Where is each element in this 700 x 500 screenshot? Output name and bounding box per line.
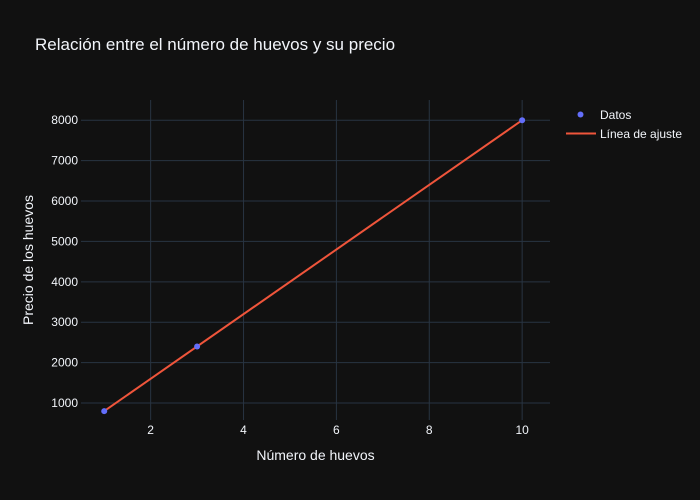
x-axis-title: Número de huevos [256, 447, 374, 463]
y-gridlines [81, 119, 550, 404]
x-tick-label: 8 [426, 423, 433, 437]
y-axis-title: Precio de los huevos [20, 195, 36, 325]
y-tick-label: 8000 [51, 113, 78, 127]
x-tick-label: 2 [147, 423, 154, 437]
legend-label-datos: Datos [600, 108, 631, 122]
legend-item-datos[interactable]: Datos [577, 108, 632, 122]
data-point [194, 343, 201, 350]
x-tick-label: 4 [240, 423, 247, 437]
y-tick-label: 4000 [51, 275, 78, 289]
x-gridlines [150, 100, 523, 420]
legend[interactable]: Datos Línea de ajuste [566, 108, 682, 141]
y-tick-label: 3000 [51, 315, 78, 329]
y-tick-labels: 1000 2000 3000 4000 5000 6000 7000 8000 [51, 113, 78, 410]
y-tick-label: 5000 [51, 234, 78, 248]
fit-line [103, 119, 523, 412]
chart-title: Relación entre el número de huevos y su … [35, 35, 395, 54]
legend-item-linea-de-ajuste[interactable]: Línea de ajuste [566, 127, 682, 141]
y-tick-label: 2000 [51, 356, 78, 370]
x-tick-labels: 2 4 6 8 10 [147, 423, 529, 437]
y-tick-label: 7000 [51, 154, 78, 168]
y-tick-label: 6000 [51, 194, 78, 208]
x-tick-label: 6 [333, 423, 340, 437]
data-point [101, 408, 108, 415]
legend-marker-datos [577, 111, 584, 118]
plot-series [101, 117, 526, 415]
legend-label-linea-de-ajuste: Línea de ajuste [600, 127, 682, 141]
x-tick-label: 10 [515, 423, 529, 437]
data-point [519, 117, 526, 124]
y-tick-label: 1000 [51, 396, 78, 410]
